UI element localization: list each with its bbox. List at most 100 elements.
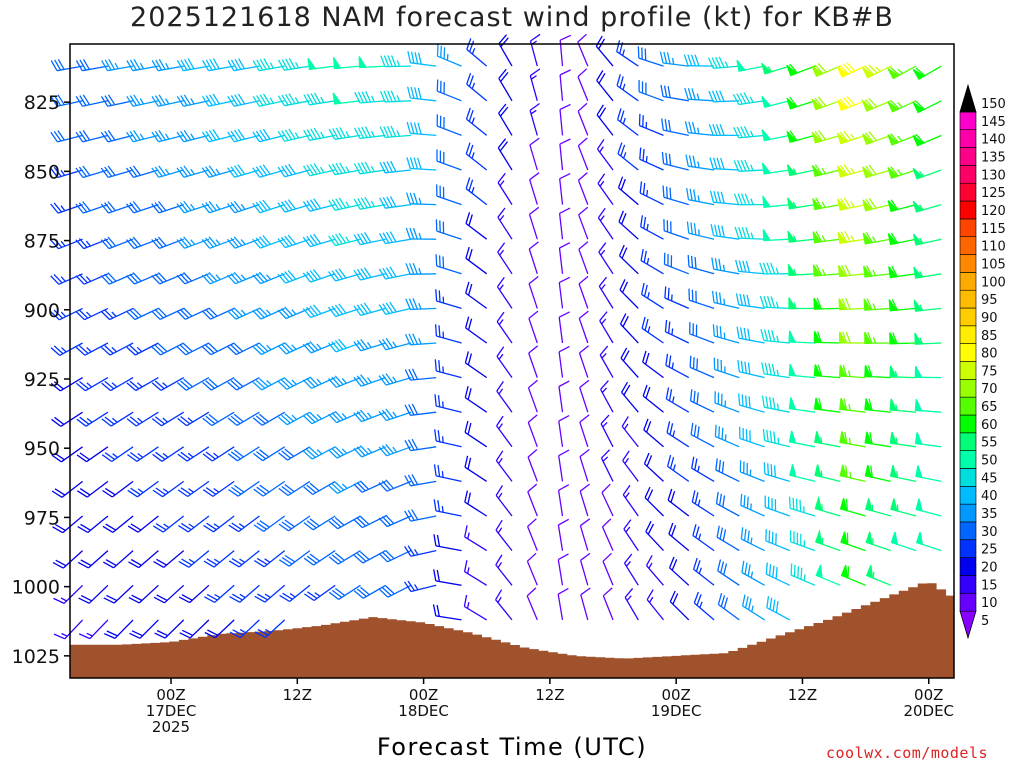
wind-barb (616, 108, 639, 136)
wind-barb (558, 311, 570, 344)
wind-barb (836, 95, 866, 112)
wind-barb (739, 426, 765, 448)
wind-barb (354, 126, 386, 140)
wind-barb (201, 129, 235, 143)
wind-barb (153, 550, 185, 568)
colorbar-swatch (959, 592, 977, 612)
wind-barb (838, 331, 866, 344)
wind-barb (811, 63, 841, 78)
wind-barb (559, 103, 571, 136)
wind-barb (733, 193, 765, 206)
wind-barb (177, 446, 210, 462)
wind-barb (78, 619, 109, 640)
wind-barb (668, 522, 690, 552)
wind-barb (912, 100, 942, 114)
wind-barb (436, 114, 462, 137)
wind-barb (378, 408, 412, 422)
wind-barb (600, 414, 614, 448)
wind-barb (764, 495, 791, 517)
wind-barb (577, 102, 589, 136)
wind-barb (465, 107, 488, 136)
wind-barb (602, 552, 614, 586)
wind-barb (104, 619, 134, 639)
wind-barb (303, 480, 336, 496)
wind-barb (735, 293, 765, 310)
wind-barb (497, 138, 513, 171)
colorbar-label: 130 (981, 168, 1006, 183)
wind-barb (741, 560, 765, 586)
wind-barb (559, 138, 571, 171)
wind-barb (406, 121, 437, 137)
wind-barb (51, 411, 83, 427)
wind-barb (864, 498, 892, 517)
wind-barb (278, 446, 311, 461)
colorbar-label: 15 (981, 578, 998, 593)
wind-barb (762, 428, 790, 448)
wind-barb (887, 99, 917, 113)
wind-barb (595, 35, 614, 67)
wind-barb (914, 365, 942, 379)
wind-barb (601, 518, 614, 551)
wind-barb (529, 68, 541, 101)
wind-barb (353, 161, 386, 175)
wind-barb (686, 221, 715, 240)
wind-barb (278, 480, 311, 497)
wind-barb (915, 465, 942, 483)
wind-barb (760, 329, 790, 344)
colorbar-label: 115 (981, 222, 1006, 237)
wind-barb (354, 91, 386, 104)
wind-barb (707, 56, 740, 70)
y-tick-label: 925 (24, 369, 60, 391)
wind-barb (789, 464, 816, 483)
wind-barb (202, 58, 235, 72)
wind-barb (101, 446, 134, 463)
wind-barb (151, 236, 184, 250)
wind-barb (761, 129, 790, 142)
wind-barb (277, 269, 311, 284)
wind-barb (661, 118, 689, 137)
wind-barb (889, 431, 917, 448)
wind-barb (178, 550, 210, 568)
wind-barb (765, 529, 791, 552)
wind-barb (404, 333, 437, 346)
wind-barb (332, 57, 361, 70)
wind-barb (578, 206, 589, 240)
wind-barb (378, 514, 412, 528)
y-axis: 825 850 875 900 925 950 975 1000 1025 (12, 92, 70, 668)
wind-barb (151, 307, 184, 320)
wind-barb (152, 480, 185, 498)
wind-barb (559, 34, 572, 67)
wind-barb (888, 265, 917, 279)
wind-barb (864, 464, 892, 483)
wind-barb (302, 411, 336, 425)
wind-barb (203, 550, 235, 568)
wind-barb (759, 262, 790, 275)
wind-barb (227, 377, 260, 391)
wind-barb (664, 286, 690, 309)
wind-barb (177, 411, 210, 427)
colorbar-label: 75 (981, 364, 998, 379)
colorbar-swatch (959, 450, 977, 469)
wind-barb (176, 307, 210, 320)
source-watermark[interactable]: coolwx.com/models (826, 744, 989, 762)
wind-barb (890, 498, 917, 517)
wind-barb (839, 464, 866, 483)
wind-barb (128, 550, 159, 569)
wind-barb (101, 342, 134, 356)
wind-barb (665, 353, 690, 379)
wind-barb (380, 55, 412, 68)
wind-barb (353, 338, 386, 352)
wind-barb (641, 316, 664, 344)
wind-barb (839, 364, 866, 379)
wind-barb (890, 531, 917, 552)
wind-barb (76, 411, 109, 427)
wind-barb (353, 550, 387, 564)
wind-barb (127, 446, 159, 462)
wind-barb (690, 422, 715, 448)
wind-barb (227, 93, 260, 107)
wind-barb (669, 590, 690, 621)
colorbar-label: 110 (981, 240, 1006, 255)
wind-barb (811, 164, 841, 177)
wind-barb (466, 38, 488, 67)
wind-barb (645, 520, 664, 552)
